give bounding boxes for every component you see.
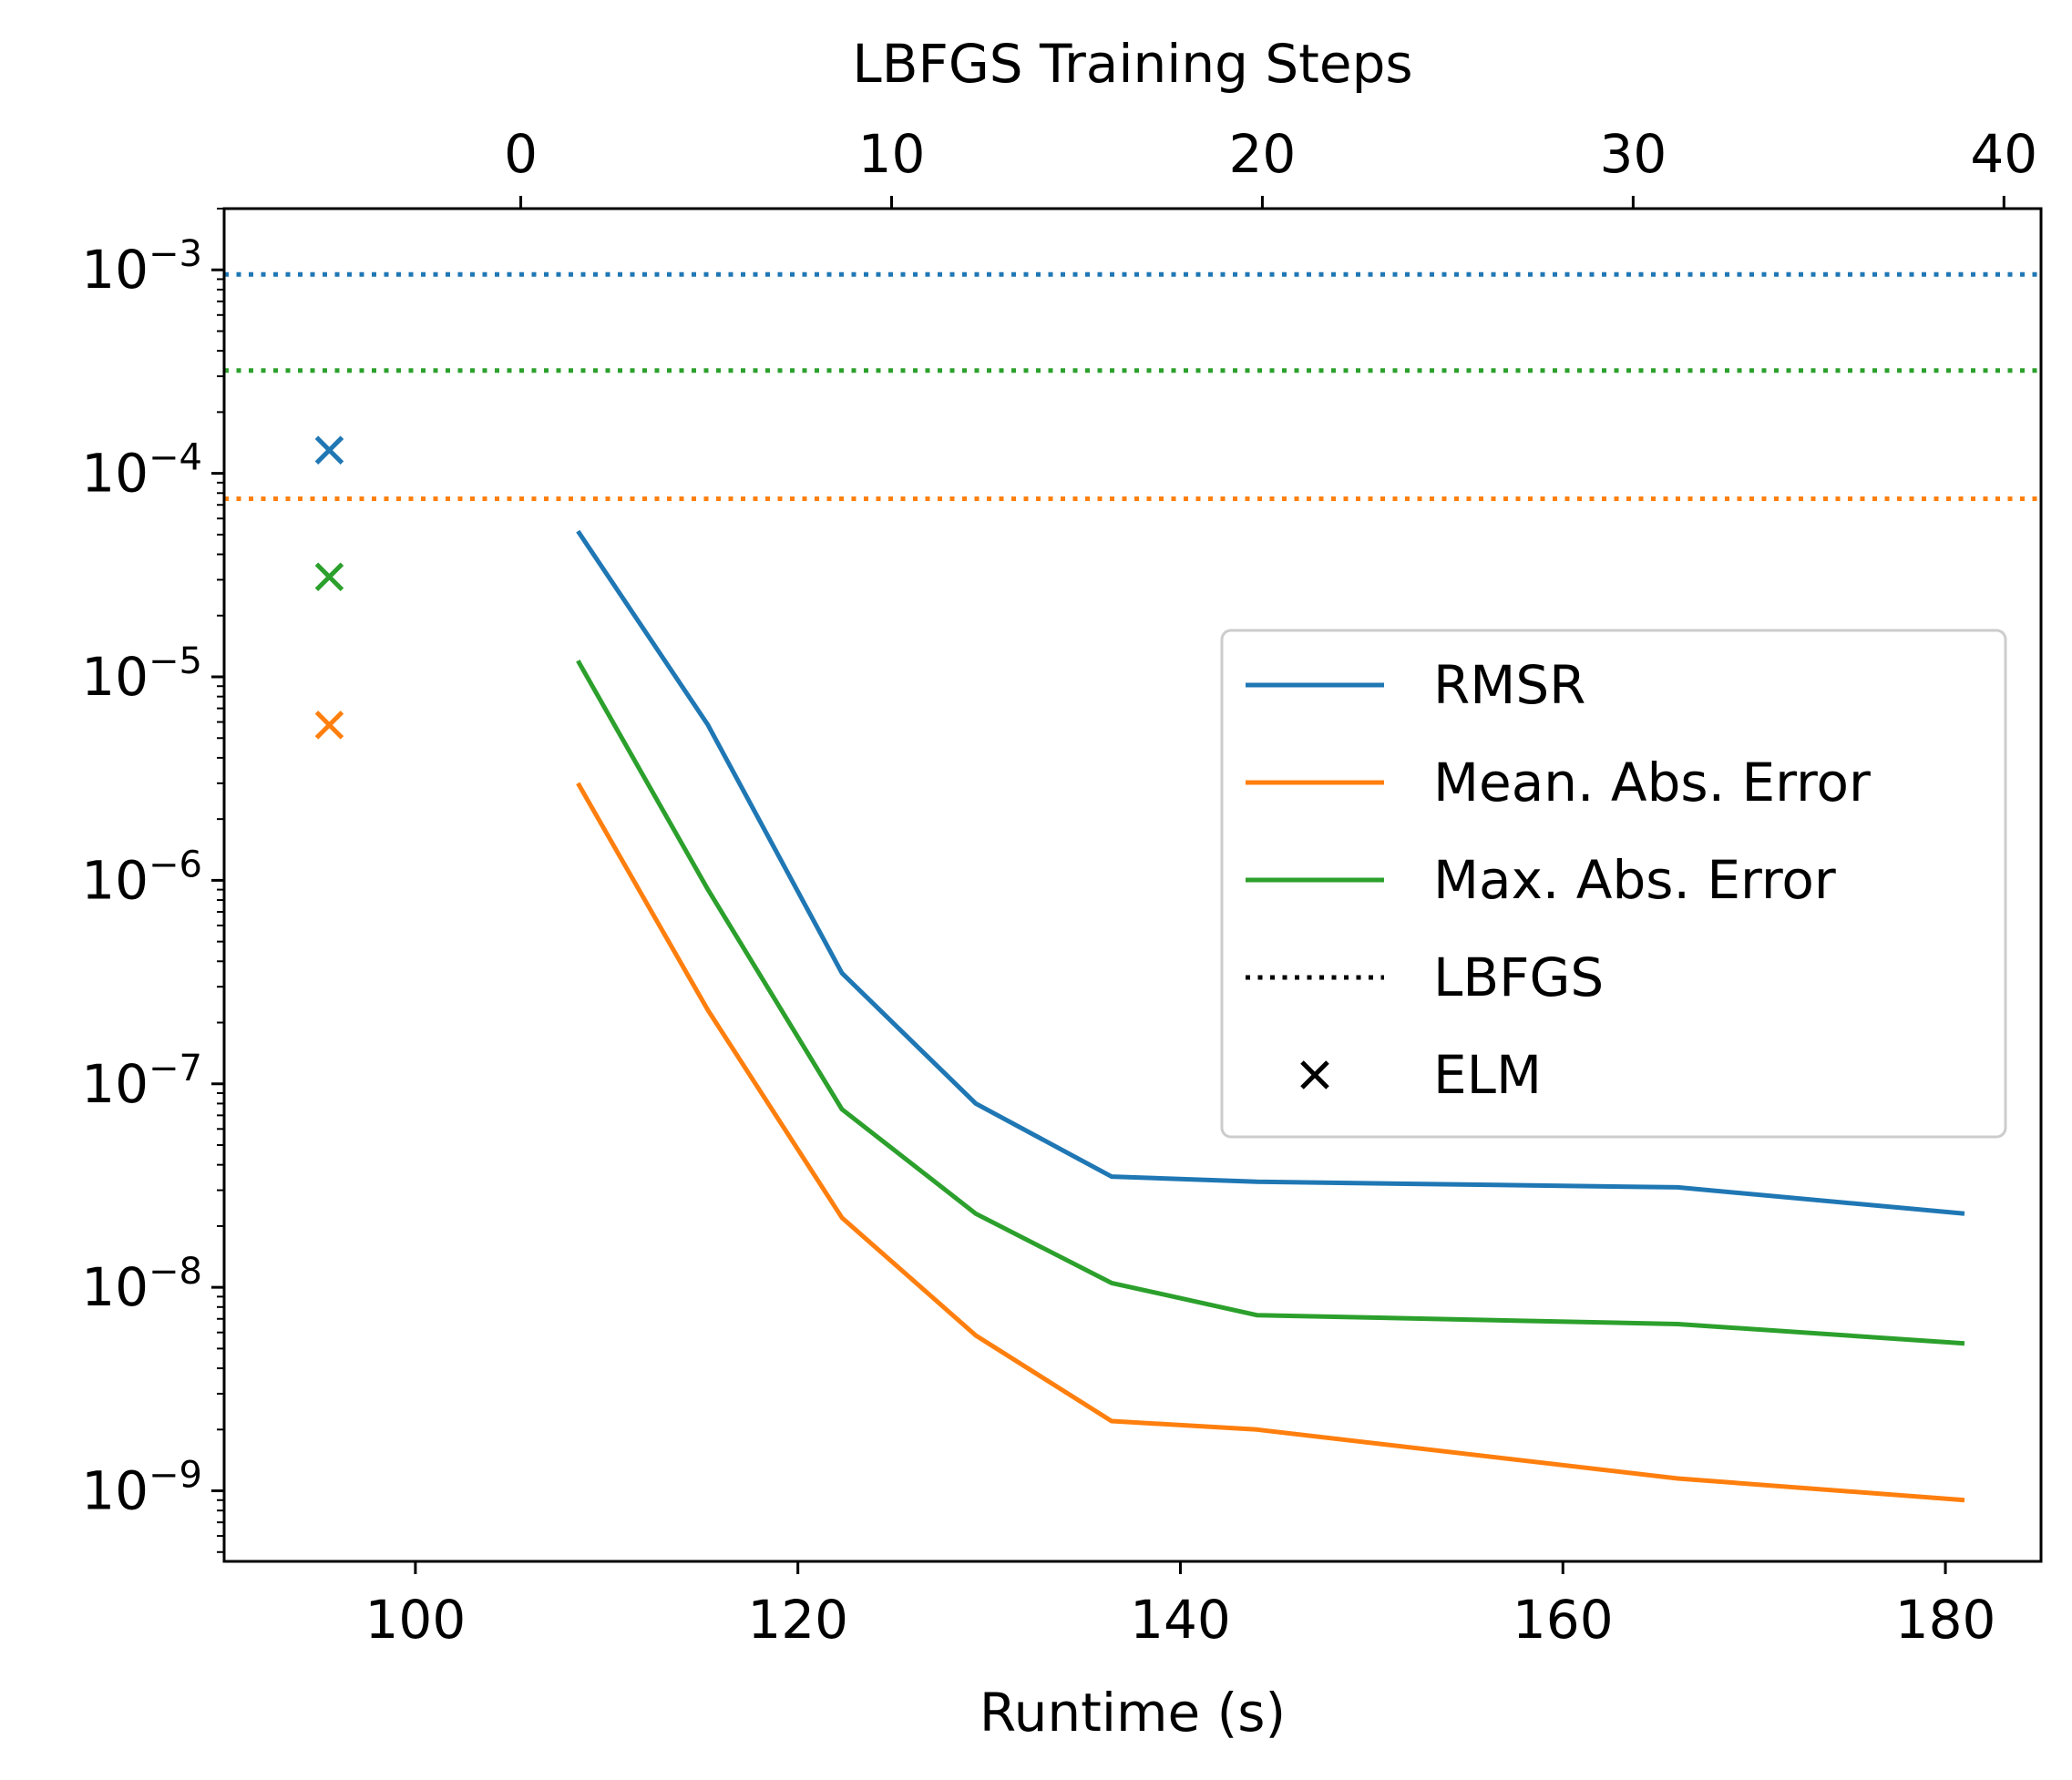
legend-label: ELM xyxy=(1433,1044,1542,1106)
top-tick-label: 10 xyxy=(858,123,926,185)
legend-label: RMSR xyxy=(1433,654,1585,716)
x-tick-label: 180 xyxy=(1895,1589,1996,1651)
top-tick-label: 30 xyxy=(1599,123,1667,185)
top-axis-title: LBFGS Training Steps xyxy=(852,33,1412,95)
x-tick-label: 100 xyxy=(365,1589,467,1651)
x-tick-label: 160 xyxy=(1513,1589,1614,1651)
legend-label: LBFGS xyxy=(1433,946,1604,1008)
legend-label: Mean. Abs. Error xyxy=(1433,752,1871,813)
x-tick-label: 140 xyxy=(1130,1589,1231,1651)
legend: RMSR Mean. Abs. Error Max. Abs. Error LBFGS… xyxy=(1222,630,2005,1137)
x-axis-title: Runtime (s) xyxy=(980,1682,1286,1744)
top-tick-label: 20 xyxy=(1229,123,1297,185)
top-tick-label: 0 xyxy=(504,123,538,185)
legend-label: Max. Abs. Error xyxy=(1433,849,1836,911)
x-tick-label: 120 xyxy=(747,1589,848,1651)
top-tick-label: 40 xyxy=(1970,123,2037,185)
